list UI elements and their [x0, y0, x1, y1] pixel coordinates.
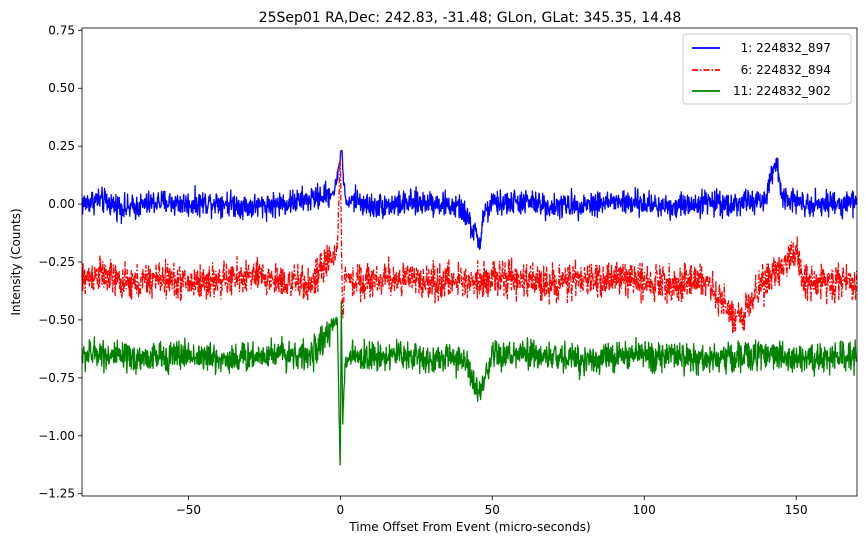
- y-tick-label: 0.50: [48, 81, 75, 95]
- x-axis-label: Time Offset From Event (micro-seconds): [348, 520, 590, 534]
- legend: 1: 224832_897 6: 224832_894 11: 224832_9…: [682, 33, 852, 105]
- plot-series: [81, 149, 858, 466]
- x-tick-label: −50: [176, 503, 201, 517]
- series-line-3: [81, 300, 858, 466]
- y-tick-label: −1.00: [38, 429, 75, 443]
- y-tick-label: −0.25: [38, 255, 75, 269]
- legend-box: [682, 33, 852, 105]
- legend-label-6: 6: 224832_894: [733, 63, 831, 77]
- y-tick-label: −0.50: [38, 313, 75, 327]
- y-tick-label: 0.25: [48, 139, 75, 153]
- legend-label-11: 11: 224832_902: [733, 84, 831, 98]
- y-tick-label: −1.25: [38, 487, 75, 501]
- legend-label-1: 1: 224832_897: [733, 41, 831, 55]
- y-axis: −1.25 −1.00 −0.75 −0.50 −0.25 0.00 0.25 0.50 0.7…: [38, 23, 82, 501]
- x-tick-label: 50: [485, 503, 500, 517]
- x-tick-label: 100: [633, 503, 656, 517]
- series-line-1: [81, 149, 858, 251]
- y-tick-label: −0.75: [38, 371, 75, 385]
- y-axis-label: Intensity (Counts): [9, 208, 23, 315]
- x-tick-label: 150: [785, 503, 808, 517]
- y-tick-label: 0.00: [48, 197, 75, 211]
- chart-title: 25Sep01 RA,Dec: 242.83, -31.48; GLon, GL…: [259, 10, 682, 26]
- y-tick-label: 0.75: [48, 23, 75, 37]
- x-axis: −50 0 50 100 150: [176, 496, 808, 517]
- x-tick-label: 0: [337, 503, 345, 517]
- series-line-2: [81, 159, 858, 334]
